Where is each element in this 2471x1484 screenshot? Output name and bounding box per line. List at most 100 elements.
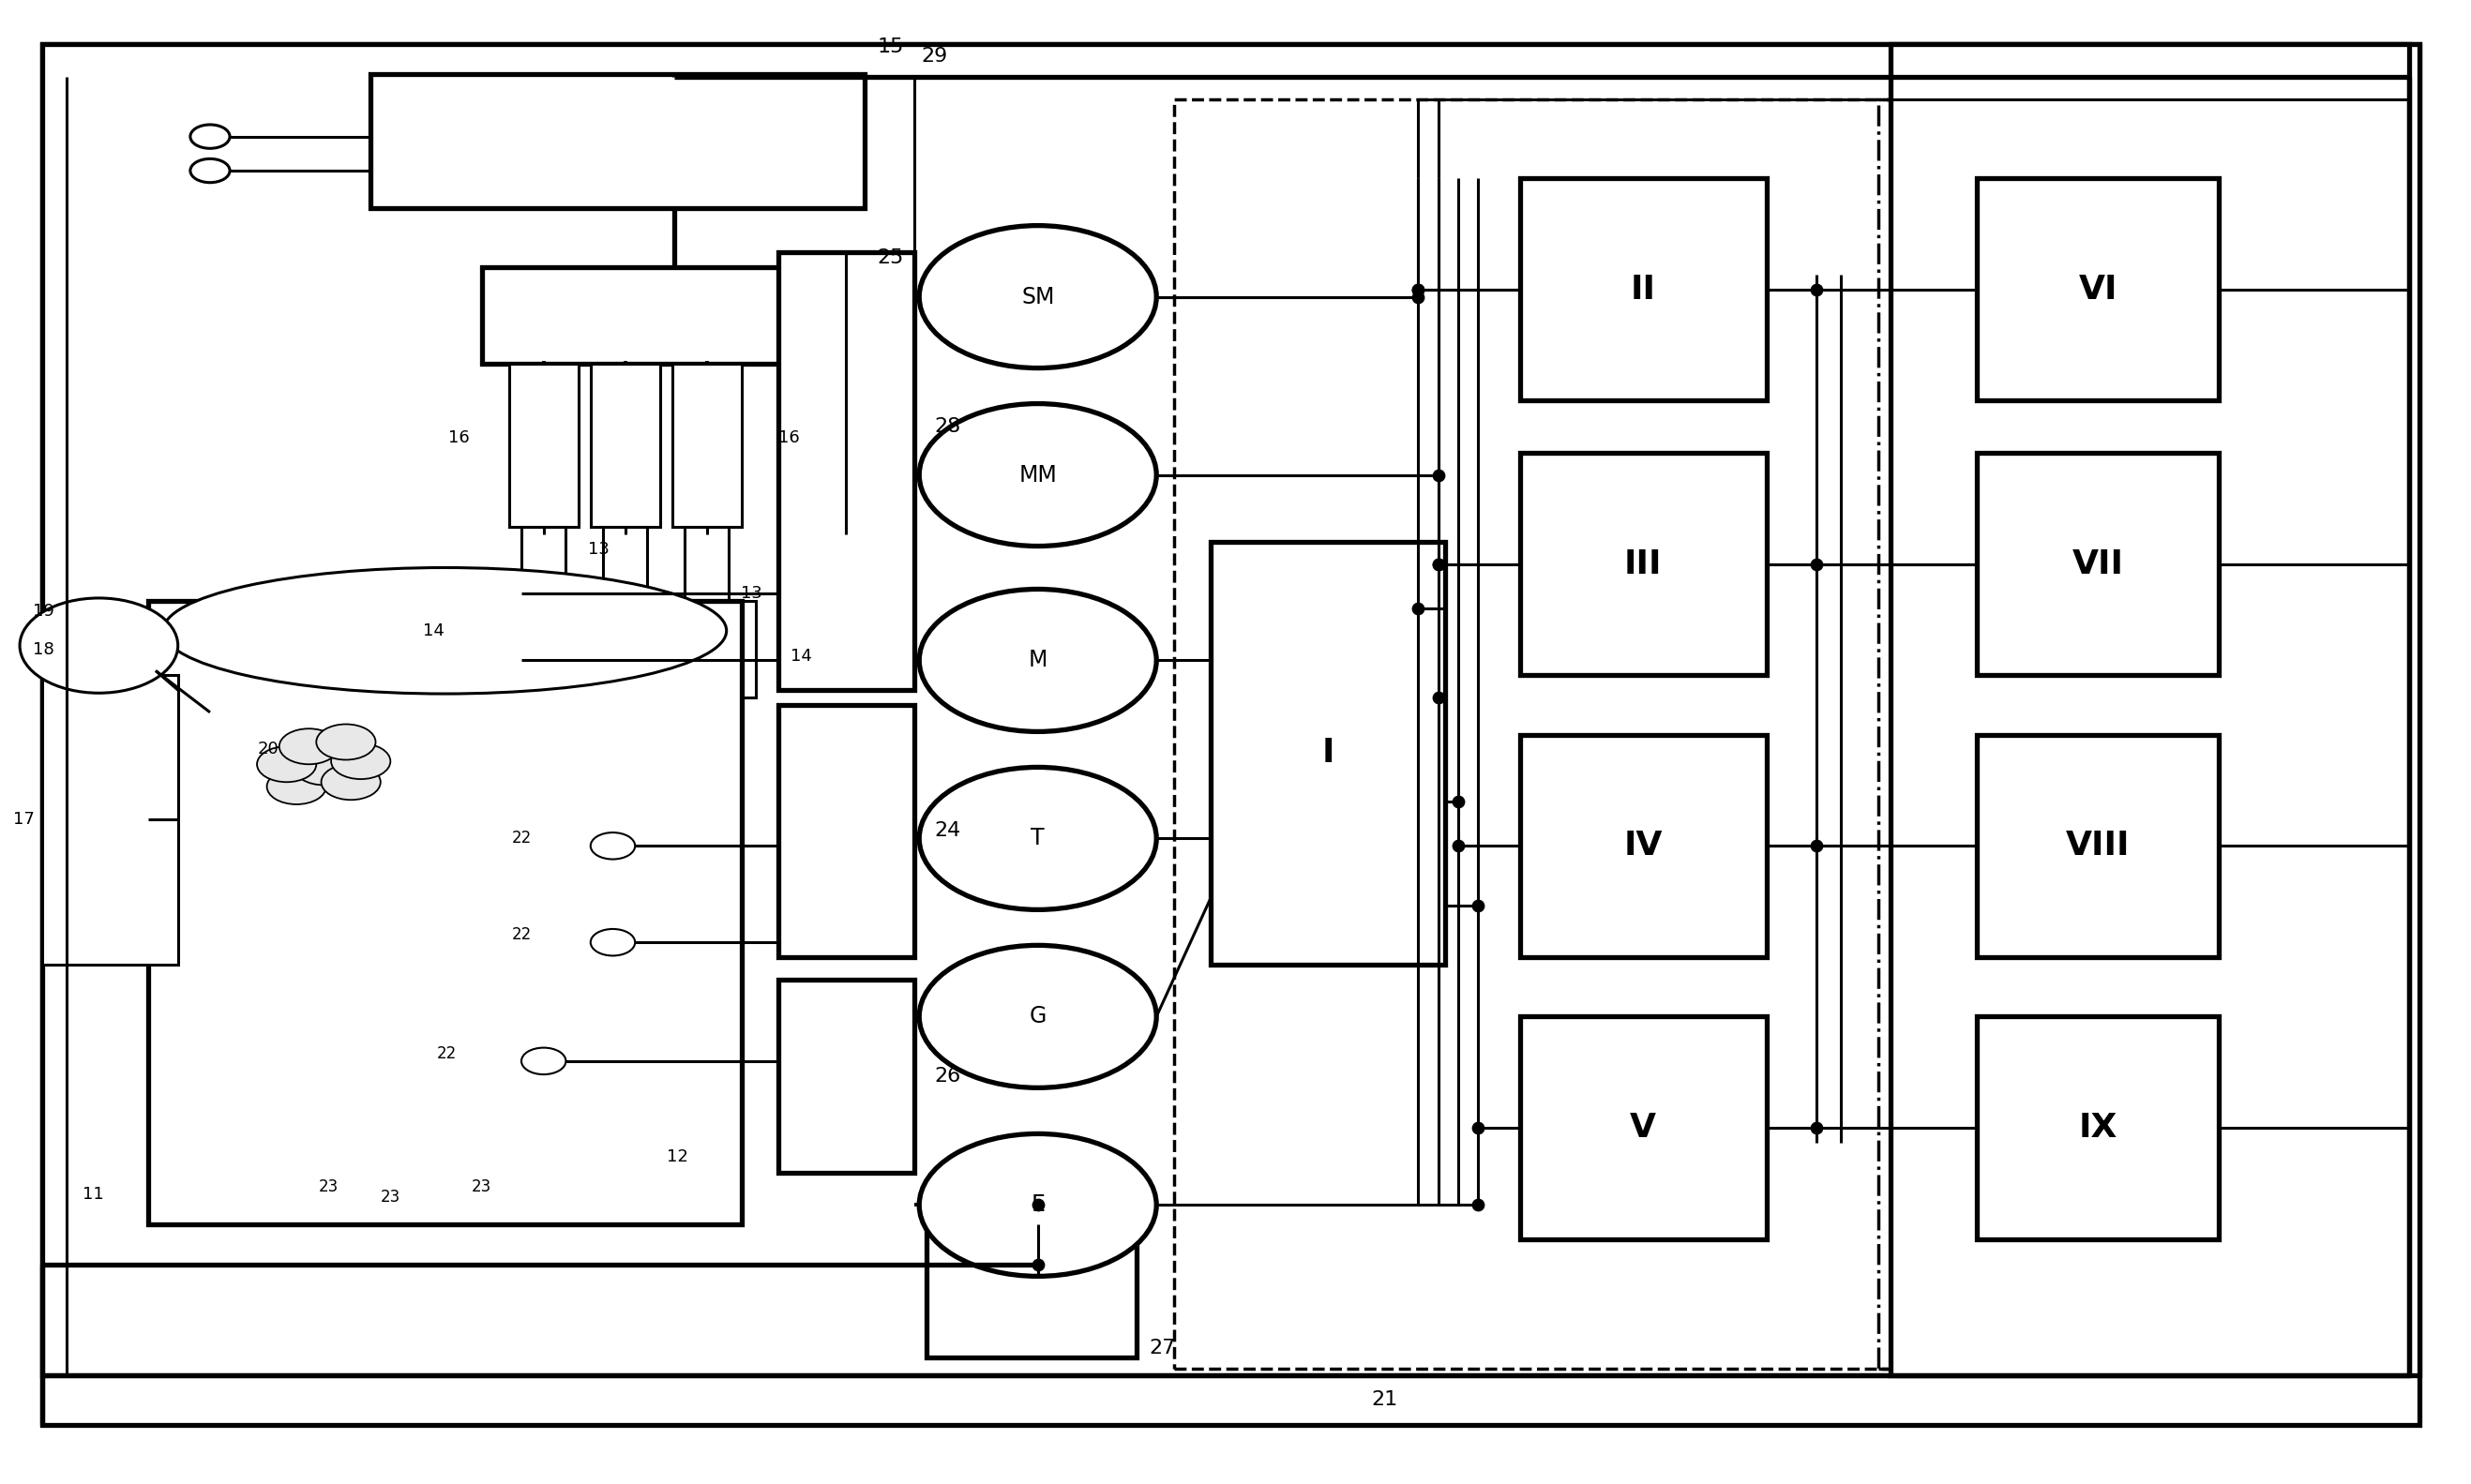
Text: G: G xyxy=(1030,1005,1045,1028)
Point xyxy=(1418,552,1458,576)
Text: II: II xyxy=(1631,273,1656,306)
Text: VII: VII xyxy=(2073,548,2123,580)
Bar xyxy=(1174,99,2409,1368)
Point xyxy=(1796,1116,1836,1140)
Text: 19: 19 xyxy=(32,603,54,620)
Text: 16: 16 xyxy=(447,429,469,447)
Point xyxy=(1399,278,1438,301)
Text: 16: 16 xyxy=(778,429,801,447)
Text: 13: 13 xyxy=(588,540,610,558)
Circle shape xyxy=(919,945,1156,1088)
Point xyxy=(1418,463,1458,487)
Bar xyxy=(603,527,647,868)
Point xyxy=(1796,834,1836,858)
Bar xyxy=(42,675,178,965)
Point xyxy=(1399,597,1438,620)
Bar xyxy=(148,601,741,1224)
Circle shape xyxy=(919,1134,1156,1276)
Point xyxy=(1438,834,1478,858)
Bar xyxy=(1977,1017,2219,1239)
Text: 23: 23 xyxy=(472,1178,492,1196)
Text: 12: 12 xyxy=(667,1149,689,1165)
Point xyxy=(1796,278,1836,301)
Text: M: M xyxy=(1028,649,1048,672)
Text: 23: 23 xyxy=(319,1178,339,1196)
Text: 29: 29 xyxy=(922,46,949,65)
Text: 22: 22 xyxy=(437,1045,457,1063)
Bar xyxy=(1520,735,1767,957)
Text: 18: 18 xyxy=(32,641,54,659)
Bar xyxy=(1520,1017,1767,1239)
Bar xyxy=(1520,178,1767,401)
Point xyxy=(1458,1193,1497,1217)
Circle shape xyxy=(591,833,635,859)
Circle shape xyxy=(20,598,178,693)
Circle shape xyxy=(267,769,326,804)
Circle shape xyxy=(279,729,339,764)
Point xyxy=(1458,893,1497,917)
Bar xyxy=(1977,178,2219,401)
Text: I: I xyxy=(1322,738,1334,769)
Text: V: V xyxy=(1631,1112,1656,1144)
Bar xyxy=(494,601,593,697)
Ellipse shape xyxy=(163,568,726,695)
Bar xyxy=(509,364,578,527)
Text: SM: SM xyxy=(1021,285,1055,309)
Text: E: E xyxy=(1030,1193,1045,1217)
Bar xyxy=(482,267,865,364)
Circle shape xyxy=(321,764,381,800)
Bar xyxy=(1878,99,2397,1368)
Bar xyxy=(927,1224,1137,1358)
Point xyxy=(1458,1116,1497,1140)
Text: VI: VI xyxy=(2078,273,2118,306)
Text: T: T xyxy=(1030,827,1045,850)
Text: 22: 22 xyxy=(511,926,531,944)
Text: MM: MM xyxy=(1018,463,1058,487)
Text: 11: 11 xyxy=(82,1186,104,1204)
Point xyxy=(1018,1252,1058,1276)
Bar xyxy=(1211,542,1446,965)
Text: 22: 22 xyxy=(511,830,531,847)
Text: 21: 21 xyxy=(1371,1391,1399,1410)
Text: VIII: VIII xyxy=(2066,830,2130,862)
Text: 28: 28 xyxy=(934,417,961,436)
Circle shape xyxy=(190,125,230,148)
Circle shape xyxy=(521,1048,566,1074)
Text: 27: 27 xyxy=(1149,1339,1176,1358)
Text: 14: 14 xyxy=(791,647,813,665)
Bar xyxy=(672,364,741,527)
Circle shape xyxy=(316,724,376,760)
Point xyxy=(1418,686,1458,709)
Bar xyxy=(591,364,660,527)
Bar xyxy=(778,705,914,957)
Text: 15: 15 xyxy=(877,37,904,56)
Circle shape xyxy=(190,159,230,183)
Circle shape xyxy=(294,749,353,785)
Text: 13: 13 xyxy=(741,585,764,603)
Text: 14: 14 xyxy=(423,622,445,640)
Circle shape xyxy=(257,746,316,782)
Circle shape xyxy=(919,767,1156,910)
Bar xyxy=(778,252,914,690)
Text: 24: 24 xyxy=(934,822,961,840)
Text: 26: 26 xyxy=(934,1067,961,1085)
Point xyxy=(1018,1193,1058,1217)
Point xyxy=(1399,285,1438,309)
Point xyxy=(1438,789,1478,813)
Text: 23: 23 xyxy=(381,1189,400,1206)
Circle shape xyxy=(331,743,390,779)
Circle shape xyxy=(919,226,1156,368)
Bar xyxy=(1520,453,1767,675)
Bar xyxy=(684,527,729,868)
Text: IX: IX xyxy=(2078,1112,2118,1144)
Bar xyxy=(42,45,2419,1376)
Bar xyxy=(1977,453,2219,675)
Bar xyxy=(521,527,566,868)
Text: 20: 20 xyxy=(257,741,279,758)
Point xyxy=(1418,552,1458,576)
Bar xyxy=(1977,735,2219,957)
Point xyxy=(1399,278,1438,301)
Text: 17: 17 xyxy=(12,810,35,828)
Bar xyxy=(371,74,865,208)
Circle shape xyxy=(919,404,1156,546)
